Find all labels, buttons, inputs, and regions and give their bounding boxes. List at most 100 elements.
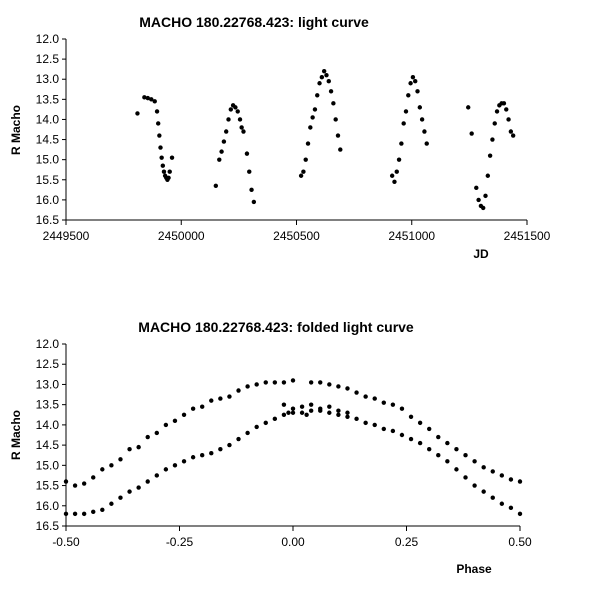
data-point [492, 121, 497, 126]
y-tick-label: 16.0 [36, 193, 60, 207]
data-point [415, 89, 420, 94]
data-point [399, 406, 405, 411]
data-point [254, 382, 259, 387]
y-tick-label: 13.0 [36, 377, 60, 391]
data-point [517, 479, 523, 484]
data-point [63, 511, 69, 517]
data-point [218, 396, 223, 401]
y-tick-label: 14.5 [36, 133, 60, 147]
data-point [245, 430, 250, 436]
y-tick-label: 15.5 [36, 479, 60, 493]
data-point [308, 408, 314, 413]
data-point [510, 133, 516, 138]
data-point [91, 509, 96, 515]
data-point [481, 205, 486, 211]
data-point [109, 463, 114, 468]
data-point [72, 511, 78, 517]
data-point [245, 384, 250, 389]
data-point [408, 414, 414, 419]
data-point [167, 169, 172, 174]
data-point [345, 410, 350, 415]
data-point [272, 380, 278, 385]
data-point [504, 107, 509, 112]
data-point [166, 175, 171, 180]
data-point [474, 185, 479, 191]
data-point [390, 428, 396, 434]
data-point [142, 95, 147, 100]
data-point [163, 467, 169, 472]
data-point [100, 467, 105, 472]
data-point [81, 511, 87, 517]
data-point [247, 169, 252, 174]
data-point [490, 137, 495, 142]
data-point [463, 453, 468, 458]
data-point [506, 117, 511, 122]
data-point [354, 416, 359, 422]
data-point [299, 410, 305, 415]
data-point [209, 398, 214, 403]
data-point [494, 109, 500, 114]
data-point [424, 141, 429, 146]
data-point [417, 440, 423, 446]
data-point [290, 406, 296, 411]
data-point [336, 408, 341, 413]
data-point [419, 117, 425, 122]
data-point [345, 414, 350, 419]
data-point [109, 501, 114, 506]
data-point [372, 396, 377, 401]
data-point [118, 495, 123, 500]
data-point [499, 501, 505, 506]
data-point [236, 436, 241, 442]
data-point [517, 511, 523, 517]
data-point [417, 420, 423, 426]
data-point [161, 169, 167, 174]
data-point [249, 187, 254, 193]
data-point [476, 197, 481, 203]
y-tick-label: 15.5 [36, 173, 60, 187]
y-tick-label: 13.5 [36, 92, 60, 106]
data-point [508, 129, 514, 134]
data-point [227, 442, 232, 448]
data-point [381, 400, 386, 405]
x-tick-label: 2450000 [158, 229, 205, 243]
data-point [469, 131, 474, 136]
data-point [454, 467, 459, 472]
folded-curve-xlabel: Phase [456, 562, 492, 576]
data-point [157, 133, 162, 138]
data-point [218, 446, 223, 452]
data-point [228, 107, 234, 112]
data-point [136, 444, 141, 450]
data-point [490, 495, 495, 500]
data-point [321, 68, 327, 74]
x-tick-label: 2450500 [273, 229, 320, 243]
data-point [308, 125, 313, 130]
data-point [327, 410, 332, 415]
data-point [310, 115, 315, 120]
data-point [219, 149, 224, 154]
x-tick-label: 0.00 [281, 535, 305, 549]
data-point [272, 416, 278, 422]
data-point [156, 121, 161, 126]
data-point [333, 117, 338, 122]
data-point [406, 93, 411, 98]
data-point [328, 89, 334, 94]
data-point [281, 412, 287, 417]
data-point [227, 394, 232, 399]
data-point [327, 382, 332, 387]
data-point [152, 99, 157, 104]
data-point [427, 446, 432, 452]
data-point [363, 420, 368, 426]
data-point [472, 459, 477, 464]
data-point [63, 479, 69, 484]
data-point [508, 477, 514, 482]
data-point [410, 75, 416, 80]
x-tick-label: 0.25 [395, 535, 419, 549]
data-point [213, 183, 219, 189]
data-point [200, 453, 205, 458]
data-point [299, 404, 305, 409]
data-point [487, 153, 493, 158]
data-point [508, 505, 514, 510]
data-point [345, 386, 350, 391]
data-point [290, 410, 296, 415]
data-point [100, 507, 105, 513]
